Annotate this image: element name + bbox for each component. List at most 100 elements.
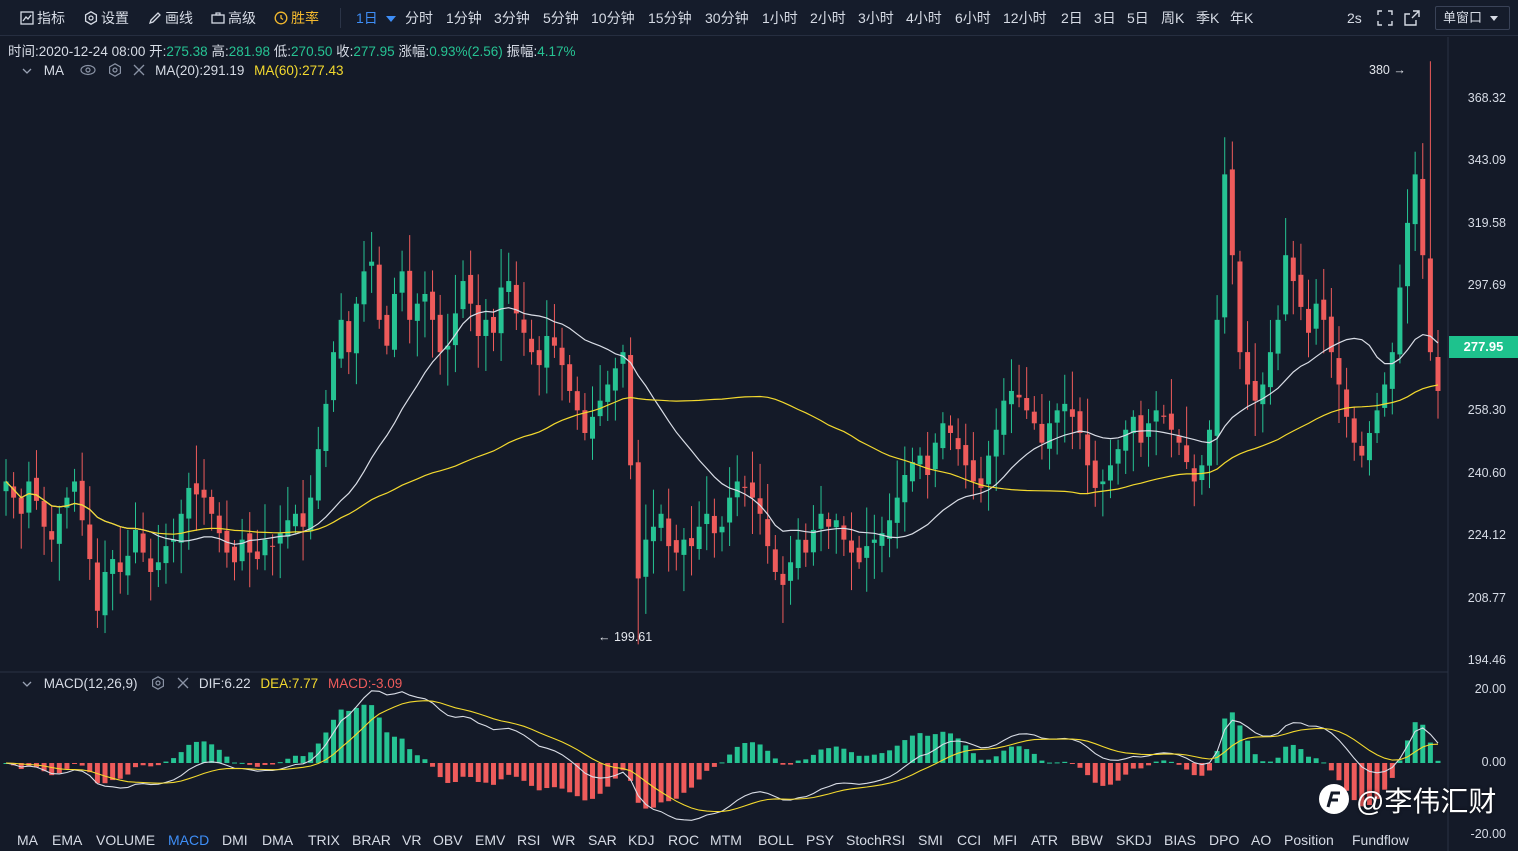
winrate-button[interactable]: 胜率 bbox=[274, 8, 319, 28]
indicator-tab-ema[interactable]: EMA bbox=[52, 832, 83, 848]
macd-bar bbox=[1336, 763, 1342, 781]
settings-icon[interactable] bbox=[108, 63, 122, 77]
indicator-tab-stochrsi[interactable]: StochRSI bbox=[846, 832, 906, 848]
popout-button[interactable] bbox=[1404, 8, 1420, 28]
low-annotation: ← 199.61 bbox=[598, 630, 653, 644]
indicator-tab-rsi[interactable]: RSI bbox=[517, 832, 541, 848]
indicator-tab-dma[interactable]: DMA bbox=[262, 832, 294, 848]
indicator-tab-brar[interactable]: BRAR bbox=[352, 832, 391, 848]
candle-body bbox=[955, 438, 961, 450]
window-mode-select[interactable]: 单窗口 bbox=[1435, 6, 1510, 30]
indicator-tab-kdj[interactable]: KDJ bbox=[628, 832, 655, 848]
candle-body bbox=[376, 264, 382, 320]
candle-body bbox=[1069, 409, 1075, 417]
timeframe-9[interactable]: 3小时 bbox=[858, 10, 894, 26]
refresh-interval[interactable]: 2s bbox=[1347, 10, 1362, 26]
timeframe-15[interactable]: 5日 bbox=[1127, 10, 1149, 26]
timeframe-17[interactable]: 季K bbox=[1196, 10, 1220, 26]
candle-body bbox=[635, 462, 641, 579]
macd-bar bbox=[369, 705, 375, 763]
timeframe-3[interactable]: 5分钟 bbox=[543, 10, 579, 26]
indicators-button[interactable]: 指标 bbox=[20, 8, 65, 28]
chevron-down-icon[interactable] bbox=[22, 680, 32, 688]
indicator-tab-trix[interactable]: TRIX bbox=[308, 832, 340, 848]
close-icon[interactable] bbox=[177, 677, 189, 689]
indicator-tab-dpo[interactable]: DPO bbox=[1209, 832, 1240, 848]
fullscreen-button[interactable] bbox=[1377, 8, 1393, 28]
candle-body bbox=[1344, 389, 1350, 417]
indicator-tab-boll[interactable]: BOLL bbox=[758, 832, 794, 848]
draw-button[interactable]: 画线 bbox=[148, 8, 193, 28]
indicator-tab-psy[interactable]: PSY bbox=[806, 832, 835, 848]
indicator-tab-mtm[interactable]: MTM bbox=[710, 832, 742, 848]
candle-body bbox=[209, 496, 215, 514]
price-axis-label: 319.58 bbox=[1467, 216, 1506, 230]
settings-icon[interactable] bbox=[151, 676, 165, 690]
indicator-tab-bbw[interactable]: BBW bbox=[1071, 832, 1103, 848]
candle-body bbox=[574, 391, 580, 411]
indicator-tab-ma[interactable]: MA bbox=[17, 832, 38, 848]
macd-bar bbox=[856, 755, 862, 763]
candle-body bbox=[87, 524, 93, 560]
timeframe-16[interactable]: 周K bbox=[1161, 10, 1185, 26]
indicator-tab-cci[interactable]: CCI bbox=[957, 832, 982, 848]
macd-bar bbox=[201, 741, 207, 763]
candle-body bbox=[369, 261, 375, 266]
timeframe-8[interactable]: 2小时 bbox=[810, 10, 846, 26]
indicator-tab-wr[interactable]: WR bbox=[552, 832, 576, 848]
indicator-tab-vr[interactable]: VR bbox=[402, 832, 422, 848]
macd-bar bbox=[41, 763, 47, 772]
indicator-tab-dmi[interactable]: DMI bbox=[222, 832, 248, 848]
timeframe-6[interactable]: 30分钟 bbox=[705, 10, 749, 26]
indicator-tab-obv[interactable]: OBV bbox=[433, 832, 463, 848]
indicator-tab-emv[interactable]: EMV bbox=[475, 832, 506, 848]
indicator-tab-fundflow[interactable]: Fundflow bbox=[1352, 832, 1409, 848]
indicator-tab-position[interactable]: Position bbox=[1284, 832, 1334, 848]
macd-bar bbox=[247, 763, 253, 765]
timeframe-14[interactable]: 3日 bbox=[1094, 10, 1116, 26]
chevron-down-icon[interactable] bbox=[22, 67, 32, 75]
indicator-tab-roc[interactable]: ROC bbox=[668, 832, 700, 848]
candle-body bbox=[948, 425, 954, 433]
macd-bar bbox=[1024, 749, 1030, 763]
timeframe-7[interactable]: 1小时 bbox=[762, 10, 798, 26]
macd-bar bbox=[155, 763, 161, 766]
timeframe-13[interactable]: 2日 bbox=[1061, 10, 1083, 26]
indicator-tab-macd[interactable]: MACD bbox=[168, 832, 210, 848]
indicator-tab-ao[interactable]: AO bbox=[1251, 832, 1272, 848]
timeframe-18[interactable]: 年K bbox=[1230, 10, 1254, 26]
settings-button[interactable]: 设置 bbox=[84, 8, 129, 28]
candle-body bbox=[1039, 423, 1045, 443]
candle-body bbox=[437, 314, 443, 353]
timeframe-10[interactable]: 4小时 bbox=[906, 10, 942, 26]
indicator-tab-volume[interactable]: VOLUME bbox=[96, 832, 156, 848]
macd-bar bbox=[407, 749, 413, 763]
macd-bar bbox=[780, 763, 786, 765]
indicator-tab-sar[interactable]: SAR bbox=[588, 832, 617, 848]
candle-body bbox=[544, 336, 550, 368]
close-icon[interactable] bbox=[133, 64, 145, 76]
timeframe-12[interactable]: 12小时 bbox=[1003, 10, 1047, 26]
timeframe-2[interactable]: 3分钟 bbox=[494, 10, 530, 26]
interval-selector[interactable]: 1日 bbox=[356, 8, 396, 28]
macd-bar bbox=[963, 745, 969, 763]
macd-bar bbox=[300, 756, 306, 763]
high-annotation: 380 → bbox=[1369, 63, 1406, 77]
advanced-button[interactable]: 高级 bbox=[211, 8, 256, 28]
indicator-tab-bias[interactable]: BIAS bbox=[1164, 832, 1196, 848]
timeframe-4[interactable]: 10分钟 bbox=[591, 10, 635, 26]
timeframe-1[interactable]: 1分钟 bbox=[446, 10, 482, 26]
timeframe-11[interactable]: 6小时 bbox=[955, 10, 991, 26]
candle-body bbox=[102, 571, 108, 616]
indicator-tab-smi[interactable]: SMI bbox=[918, 832, 943, 848]
eye-icon[interactable] bbox=[80, 64, 96, 76]
timeframe-0[interactable]: 分时 bbox=[405, 10, 433, 26]
macd-bar bbox=[650, 763, 656, 808]
timeframe-5[interactable]: 15分钟 bbox=[648, 10, 692, 26]
indicator-tab-skdj[interactable]: SKDJ bbox=[1116, 832, 1152, 848]
indicator-tab-mfi[interactable]: MFI bbox=[993, 832, 1018, 848]
price-axis-label: 224.12 bbox=[1467, 528, 1506, 542]
macd-bar bbox=[1214, 750, 1220, 763]
indicator-tab-atr[interactable]: ATR bbox=[1031, 832, 1058, 848]
